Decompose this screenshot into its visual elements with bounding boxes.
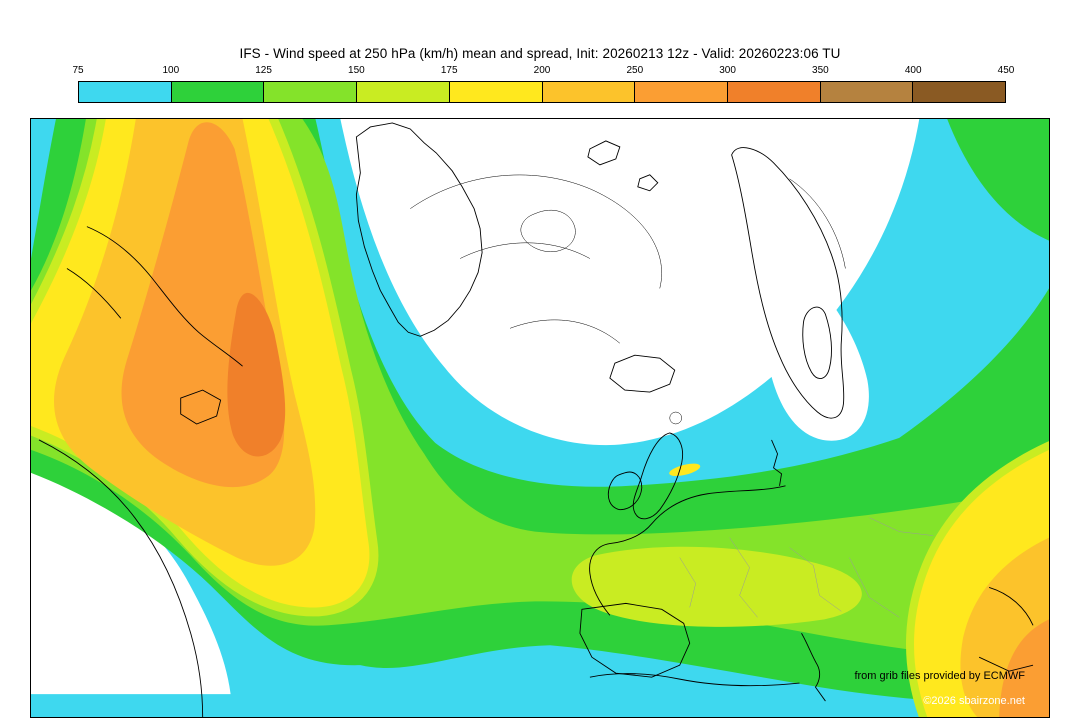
colorbar-tick: 250 — [626, 65, 644, 76]
spread-contour-2 — [460, 242, 591, 259]
colorbar-swatch — [448, 82, 542, 102]
coastline-baltic — [802, 306, 832, 379]
spread-contour-4 — [520, 210, 576, 252]
coastline-west-europe — [589, 485, 786, 616]
coastline-scandinavia — [731, 147, 845, 419]
coastline-great-britain — [632, 432, 683, 520]
spread-contours — [410, 174, 846, 425]
colorbar-tick: 175 — [440, 65, 458, 76]
colorbar-tick: 75 — [72, 65, 84, 76]
coastline-newfoundland — [180, 389, 222, 425]
coastline-labrador-inner — [66, 268, 122, 319]
colorbar-ticks: 75 100 125 150 175 200 250 300 350 400 450 — [72, 64, 1014, 79]
coastline-arctic-island — [637, 174, 659, 192]
region-jet-orange-core — [227, 292, 286, 457]
spread-contour-3 — [509, 319, 621, 344]
coastline-greenland — [355, 122, 483, 337]
colorbar-swatch — [912, 82, 1006, 102]
coastline-svalbard — [587, 140, 621, 166]
map-area: from grib files provided by ECMWF ©2026 … — [30, 118, 1050, 718]
colorbar-swatch — [263, 82, 357, 102]
border-line-3 — [849, 557, 900, 618]
coastline-denmark — [771, 439, 783, 486]
region-green-northeast-corner — [947, 119, 1049, 241]
colorbar-tick: 100 — [162, 65, 180, 76]
spread-contour-1 — [410, 174, 662, 289]
country-borders — [679, 517, 934, 618]
coastlines — [38, 122, 1034, 717]
spread-contour-5 — [789, 178, 846, 269]
colorbar-swatch — [170, 82, 264, 102]
colorbar-tick: 125 — [255, 65, 272, 76]
border-line-1 — [729, 537, 758, 618]
border-line-5 — [869, 517, 934, 536]
region-uk-yellow-streak — [669, 463, 701, 477]
region-white-baltic — [763, 248, 869, 441]
coastline-southeast — [978, 587, 1034, 672]
colorbar: 75 100 125 150 175 200 250 300 350 400 450 — [72, 64, 1014, 103]
coastline-north-america-east — [38, 439, 204, 717]
region-se-orange — [999, 619, 1049, 717]
coastline-mediterranean — [589, 673, 800, 687]
copyright-text: ©2026 sbairzone.net — [923, 695, 1025, 707]
colorbar-tick: 150 — [348, 65, 365, 76]
coastline-iberia — [579, 602, 691, 678]
colorbar-swatches — [78, 81, 1006, 103]
colorbar-tick: 450 — [997, 65, 1015, 76]
colorbar-swatch — [79, 82, 171, 102]
border-line-4 — [679, 557, 696, 608]
colorbar-swatch — [819, 82, 913, 102]
colorbar-tick: 400 — [904, 65, 922, 76]
colorbar-tick: 350 — [812, 65, 829, 76]
colorbar-swatch — [726, 82, 820, 102]
page-title: IFS - Wind speed at 250 hPa (km/h) mean … — [239, 46, 841, 61]
credit-text: from grib files provided by ECMWF — [854, 670, 1025, 682]
coastline-ireland — [607, 471, 643, 511]
border-line-2 — [789, 547, 842, 612]
colorbar-swatch — [356, 82, 449, 102]
spread-contour-6 — [669, 411, 682, 425]
colorbar-tick: 200 — [533, 65, 551, 76]
coastline-italy — [801, 633, 826, 702]
map-svg — [31, 119, 1049, 717]
colorbar-swatch — [541, 82, 635, 102]
region-white-southwest — [31, 447, 231, 695]
colorbar-swatch — [634, 82, 727, 102]
coastline-labrador — [86, 226, 243, 367]
coastline-iceland — [609, 354, 676, 393]
colorbar-tick: 300 — [719, 65, 736, 76]
